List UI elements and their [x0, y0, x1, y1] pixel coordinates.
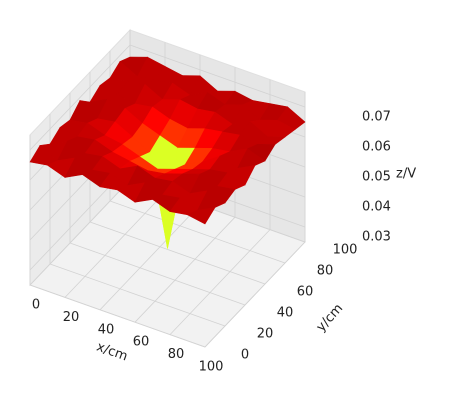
grid-line — [89, 221, 266, 285]
grid-line — [169, 229, 271, 335]
z-tick-label: 0.03 — [362, 230, 391, 245]
z-tick-label: 0.04 — [362, 200, 391, 215]
y-tick-label: 40 — [277, 306, 294, 321]
y-tick-label: 60 — [297, 285, 314, 300]
x-tick-label: 80 — [168, 347, 185, 362]
grid-line — [129, 44, 306, 108]
grid-line — [64, 192, 166, 298]
grid-line — [134, 216, 236, 323]
grid-line — [29, 179, 131, 286]
grid-line — [29, 284, 206, 348]
grid-line — [109, 200, 286, 264]
z-axis-label: z/V — [396, 167, 416, 182]
y-tick-label: 0 — [241, 348, 249, 363]
grid-line — [99, 204, 201, 311]
x-tick-label: 60 — [133, 335, 150, 350]
x-tick-label: 40 — [98, 322, 115, 337]
y-tick-label: 80 — [317, 264, 334, 279]
y-tick-label: 100 — [333, 243, 358, 258]
x-tick-label: 20 — [63, 310, 80, 325]
x-tick-label: 0 — [32, 298, 40, 313]
grid-line — [204, 241, 306, 348]
grid-line — [49, 263, 226, 327]
z-tick-label: 0.06 — [362, 140, 391, 155]
grid-line — [29, 44, 131, 151]
surface — [29, 56, 306, 249]
surface-patch — [186, 207, 216, 225]
y-tick-label: 20 — [257, 327, 274, 342]
z-tick-label: 0.05 — [362, 170, 391, 185]
z-tick-label: 0.07 — [362, 110, 391, 125]
x-tick-label: 100 — [199, 360, 224, 375]
grid-line — [69, 242, 246, 306]
